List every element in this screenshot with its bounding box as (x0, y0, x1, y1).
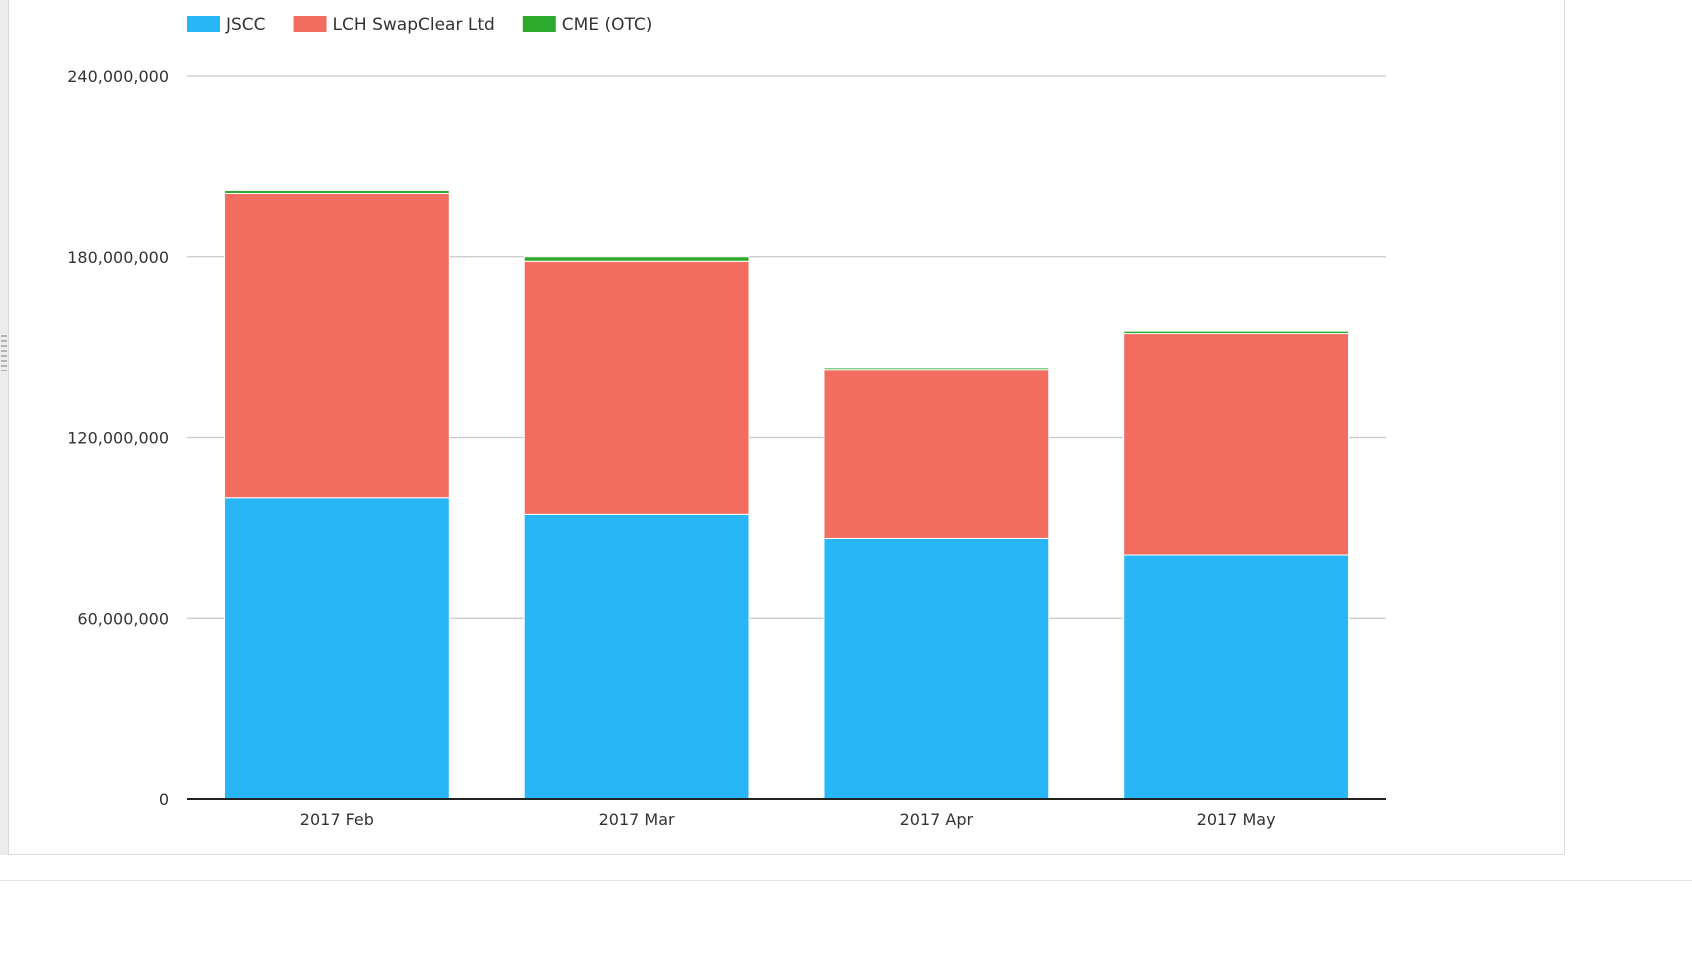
bar-segment-lch-swapclear-ltd[interactable] (223, 192, 450, 499)
footer-strip (0, 880, 1692, 965)
left-panel-edge (0, 0, 9, 855)
y-tick-label: 60,000,000 (77, 609, 169, 628)
legend-label: JSCC (225, 15, 266, 35)
bar-stack[interactable] (1123, 330, 1350, 800)
bars (223, 189, 1350, 800)
legend-item[interactable]: JSCC (187, 15, 266, 35)
bar-segment-jscc[interactable] (523, 513, 750, 800)
bar-segment-cme-otc[interactable] (823, 367, 1050, 371)
x-tick-label: 2017 Mar (599, 810, 675, 829)
bar-segment-jscc[interactable] (1123, 554, 1350, 800)
bar-stack[interactable] (223, 189, 450, 800)
bar-stack[interactable] (523, 256, 750, 800)
y-tick-label: 180,000,000 (67, 248, 169, 267)
resize-grip-icon[interactable] (1, 335, 7, 371)
bar-segment-cme-otc[interactable] (523, 256, 750, 262)
legend-item[interactable]: CME (OTC) (522, 15, 653, 35)
chart-container: JSCC LCH SwapClear Ltd CME (OTC) 0 60,000,0… (9, 0, 1565, 855)
y-axis: 0 60,000,000 120,000,000 180,000,000 240,000… (67, 67, 169, 809)
y-tick-label: 240,000,000 (67, 67, 169, 86)
legend-swatch (187, 16, 220, 32)
bar-segment-lch-swapclear-ltd[interactable] (523, 260, 750, 515)
bar-stack[interactable] (823, 367, 1050, 800)
legend-swatch (293, 16, 327, 32)
x-tick-label: 2017 Apr (900, 810, 974, 829)
bar-segment-jscc[interactable] (223, 497, 450, 800)
bar-segment-lch-swapclear-ltd[interactable] (823, 369, 1050, 539)
x-axis: 2017 Feb 2017 Mar 2017 Apr 2017 May (187, 798, 1386, 829)
legend-label: CME (OTC) (562, 15, 653, 35)
bar-segment-cme-otc[interactable] (1123, 330, 1350, 335)
legend-swatch (522, 16, 556, 32)
y-tick-label: 120,000,000 (67, 429, 169, 448)
stacked-bar-chart: JSCC LCH SwapClear Ltd CME (OTC) 0 60,000,0… (67, 15, 1386, 829)
legend: JSCC LCH SwapClear Ltd CME (OTC) (187, 15, 652, 35)
bar-segment-lch-swapclear-ltd[interactable] (1123, 333, 1350, 556)
x-tick-label: 2017 Feb (300, 810, 374, 829)
bar-segment-cme-otc[interactable] (223, 189, 450, 194)
x-tick-label: 2017 May (1197, 810, 1276, 829)
legend-label: LCH SwapClear Ltd (333, 15, 495, 35)
y-tick-label: 0 (159, 790, 169, 809)
legend-item[interactable]: LCH SwapClear Ltd (293, 15, 495, 35)
bar-segment-jscc[interactable] (823, 537, 1050, 800)
